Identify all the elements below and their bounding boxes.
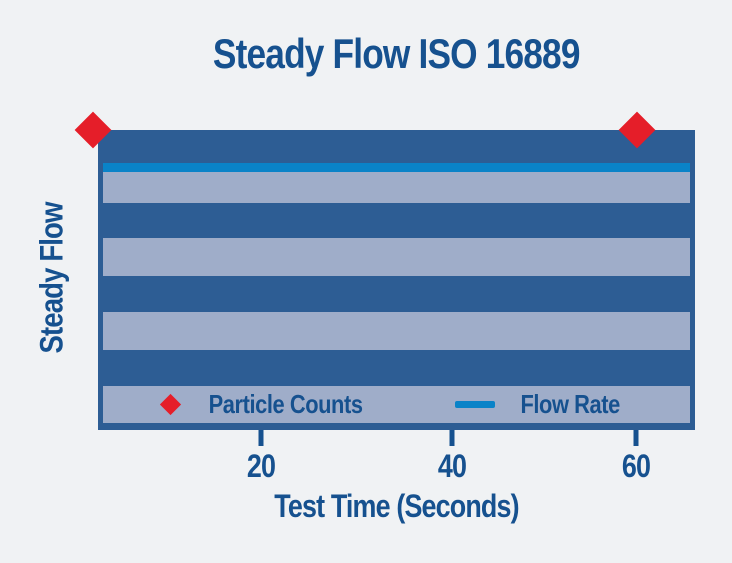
flow-rate-line xyxy=(103,163,690,172)
stripe-band-dark xyxy=(103,350,690,386)
x-tick-label-60: 60 xyxy=(621,448,651,484)
x-axis-label: Test Time (Seconds) xyxy=(98,488,695,525)
x-axis-label-text: Test Time (Seconds) xyxy=(274,488,519,524)
x-tick-40 xyxy=(449,430,455,446)
chart-title-text: Steady Flow ISO 16889 xyxy=(213,30,581,77)
x-tick-20 xyxy=(258,430,264,446)
red-diamond-icon xyxy=(160,393,182,416)
legend-label-flow-rate: Flow Rate xyxy=(520,389,621,419)
stripe-band-dark xyxy=(103,130,690,163)
x-tick-60 xyxy=(633,430,639,446)
stripe-band-light xyxy=(103,172,690,203)
blue-line-icon xyxy=(455,401,496,408)
x-tick-label-20: 20 xyxy=(246,448,276,484)
stripe-band-light xyxy=(103,238,690,276)
legend-item-particle-counts: Particle Counts xyxy=(160,389,377,420)
legend-item-flow-rate: Flow Rate xyxy=(455,389,629,420)
stripe-band-dark xyxy=(103,203,690,238)
legend: Particle Counts Flow Rate xyxy=(103,386,690,423)
x-tick-label-40: 40 xyxy=(437,448,467,484)
plot-area: Particle Counts Flow Rate xyxy=(98,130,695,430)
stripe-band-dark xyxy=(103,276,690,312)
y-axis-label: Steady Flow xyxy=(33,202,70,354)
stripe-band-light xyxy=(103,312,690,350)
chart-title: Steady Flow ISO 16889 xyxy=(98,30,695,78)
legend-label-particle-counts: Particle Counts xyxy=(208,389,363,419)
x-axis-line xyxy=(103,423,690,430)
